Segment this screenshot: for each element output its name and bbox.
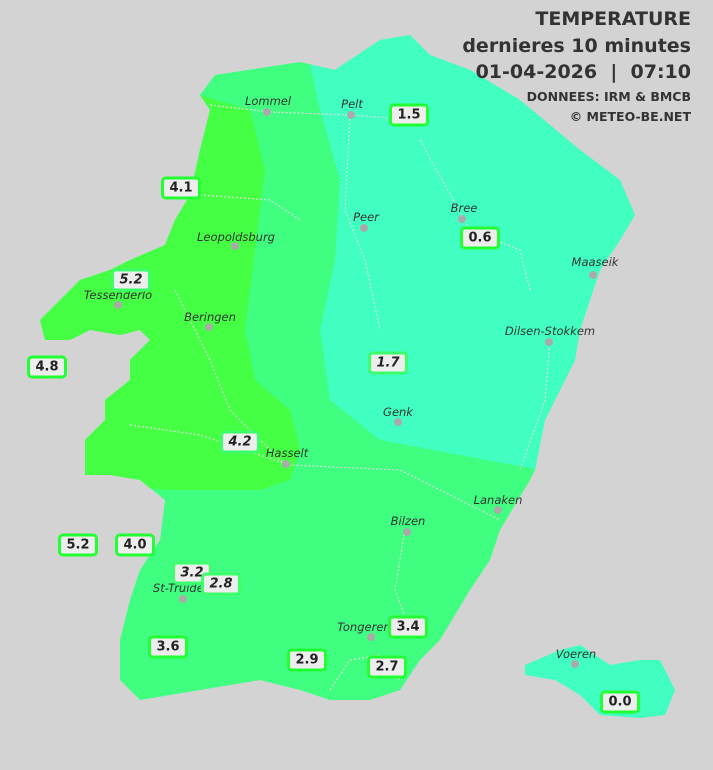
city-label: Leopoldsburg [197, 230, 275, 244]
map-subtitle: dernieres 10 minutes [462, 35, 691, 57]
city-dot [347, 111, 355, 119]
temp-reading: 0.0 [600, 690, 640, 714]
city-label: Voeren [555, 647, 597, 661]
city-label: Pelt [341, 97, 363, 111]
map-datetime: 01-04-2026 | 07:10 [475, 61, 691, 83]
city-label: Maaseik [571, 255, 619, 269]
city-label: Lommel [244, 94, 292, 108]
temp-reading: 4.1 [161, 176, 201, 200]
city-label: Peer [353, 210, 379, 224]
temp-reading: 5.2 [111, 268, 151, 292]
city-label: Beringen [184, 310, 236, 324]
temp-reading: 5.2 [58, 533, 98, 557]
temp-reading: 3.6 [148, 635, 188, 659]
city-dot [360, 224, 368, 232]
city-label: Lanaken [473, 493, 523, 507]
data-source: DONNEES: IRM & BMCB [526, 89, 691, 104]
temp-reading: 3.4 [388, 615, 428, 639]
temp-reading: 4.0 [115, 533, 155, 557]
copyright: © METEO-BE.NET [569, 109, 691, 124]
city-dot [263, 108, 271, 116]
city-label: Tessenderlo [83, 288, 153, 302]
city-dot [282, 460, 290, 468]
temp-reading: 2.8 [201, 572, 241, 596]
city-dot [367, 633, 375, 641]
city-dot [114, 301, 122, 309]
city-dot [571, 660, 579, 668]
city-label: Bilzen [390, 514, 426, 528]
city-label: St-Truiden [152, 581, 212, 595]
city-dot [205, 323, 213, 331]
city-dot [545, 338, 553, 346]
city-dot [458, 215, 466, 223]
temp-reading: 1.7 [368, 351, 408, 375]
city-label: Bree [450, 201, 478, 215]
city-label: Genk [383, 405, 413, 419]
city-label: Tongeren [337, 620, 391, 634]
city-dot [494, 506, 502, 514]
temp-reading: 4.8 [27, 355, 67, 379]
city-dot [403, 528, 411, 536]
city-dot [394, 418, 402, 426]
city-label: Hasselt [265, 446, 309, 460]
temp-reading: 1.5 [389, 103, 429, 127]
temp-reading: 4.2 [220, 430, 260, 454]
temp-reading: 2.7 [367, 655, 407, 679]
city-dot [589, 271, 597, 279]
temp-reading: 0.6 [460, 226, 500, 250]
temp-reading: 2.9 [287, 648, 327, 672]
city-dot [179, 595, 187, 603]
city-dot [231, 242, 239, 250]
map-title: TEMPERATURE [535, 8, 691, 30]
city-label: Dilsen-Stokkem [504, 324, 596, 338]
